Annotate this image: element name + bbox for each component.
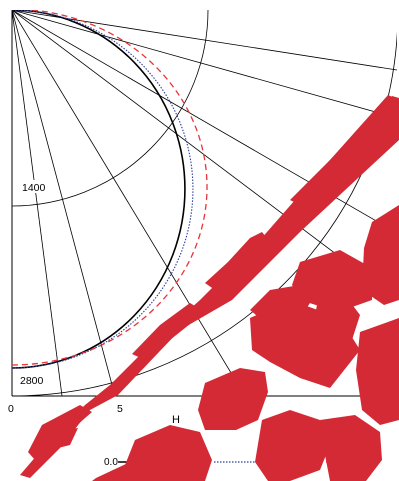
series-solid-line [12,10,186,369]
grid-ray [12,10,397,71]
grid-ray [12,10,63,396]
grid-arc [12,10,209,207]
x-tick-label: 0 [8,403,14,415]
polar-grid [12,10,397,396]
x-axis-label: H [172,414,180,426]
grid-ray [12,10,246,396]
watermark-stamp [20,95,399,481]
contour-label: 2800 [20,375,44,387]
series-dashed-line [12,10,208,366]
grid-ray [12,10,397,234]
x-tick-label: 5 [117,403,123,415]
legend-label: 0.0 [104,457,118,468]
contour-labels: 1400 2800 [18,180,52,387]
curves [12,10,208,369]
contour-label: 1400 [22,182,46,194]
series-dotted-line [12,10,194,369]
grid-ray [12,10,397,119]
grid-ray [12,10,116,396]
grid-ray [12,10,397,301]
